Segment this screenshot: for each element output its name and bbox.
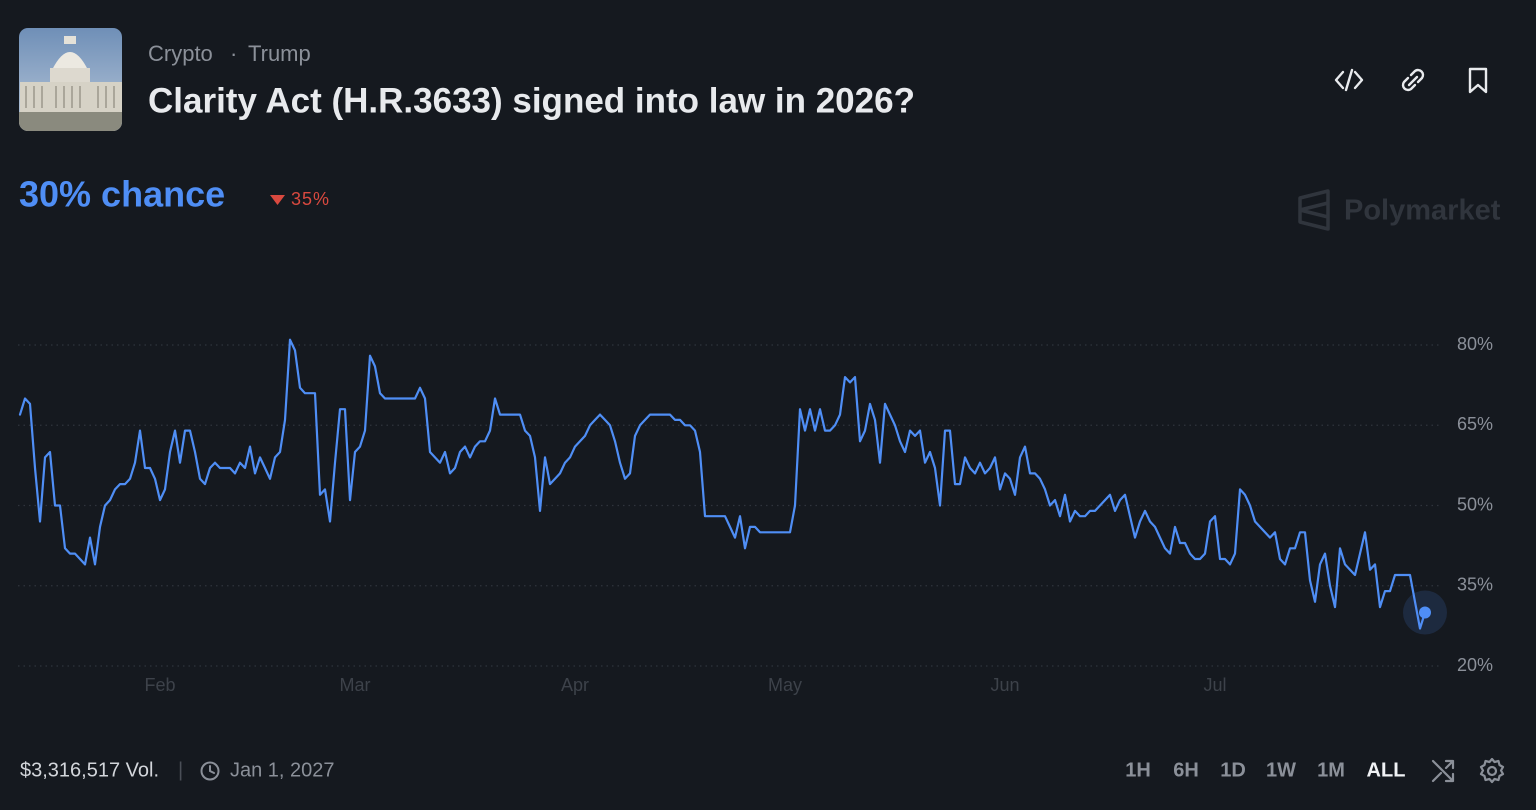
x-tick-label: Jun (990, 675, 1019, 695)
watermark: Polymarket (1344, 195, 1501, 227)
market-image (19, 28, 122, 131)
range-button[interactable]: 1M (1317, 759, 1345, 781)
price-chart: 20% 35% 50% 65% 80% Feb Mar Apr May Jun Jul (18, 334, 1493, 695)
market-title: Clarity Act (H.R.3633) signed into law i… (148, 81, 915, 120)
down-arrow (270, 195, 285, 205)
current-point (1419, 606, 1431, 619)
settings-button[interactable] (1479, 757, 1505, 784)
range-button[interactable]: 1D (1220, 759, 1246, 781)
range-button[interactable]: 6H (1173, 759, 1199, 781)
y-tick-label: 20% (1457, 655, 1493, 675)
x-tick-label: May (768, 675, 802, 695)
y-tick-label: 80% (1457, 334, 1493, 354)
shuffle-button[interactable] (1431, 759, 1455, 783)
tag[interactable]: Crypto (148, 41, 213, 66)
x-tick-label: Jul (1203, 675, 1226, 695)
y-tick-label: 35% (1457, 575, 1493, 595)
y-tick-label: 65% (1457, 414, 1493, 434)
clock-icon (200, 761, 220, 781)
volume: $3,316,517 Vol. (20, 759, 159, 781)
embed-button[interactable] (1334, 68, 1364, 92)
range-button[interactable]: 1W (1266, 759, 1296, 781)
separator: | (178, 759, 183, 781)
x-tick-label: Apr (561, 675, 589, 695)
price-line (18, 338, 1427, 630)
chance-headline: 30% chance (19, 174, 225, 215)
bookmark-button[interactable] (1468, 67, 1488, 94)
separator: · (230, 41, 237, 66)
range-button-active[interactable]: ALL (1367, 759, 1406, 781)
tag[interactable]: Trump (248, 41, 311, 66)
x-tick-label: Mar (340, 675, 371, 695)
y-tick-label: 50% (1457, 494, 1493, 514)
end-date: Jan 1, 2027 (230, 759, 335, 781)
range-button[interactable]: 1H (1125, 759, 1151, 781)
copy-link-button[interactable] (1401, 68, 1425, 92)
watermark-logo (1298, 189, 1330, 231)
x-tick-label: Feb (144, 675, 175, 695)
change-value: 35% (291, 189, 330, 209)
